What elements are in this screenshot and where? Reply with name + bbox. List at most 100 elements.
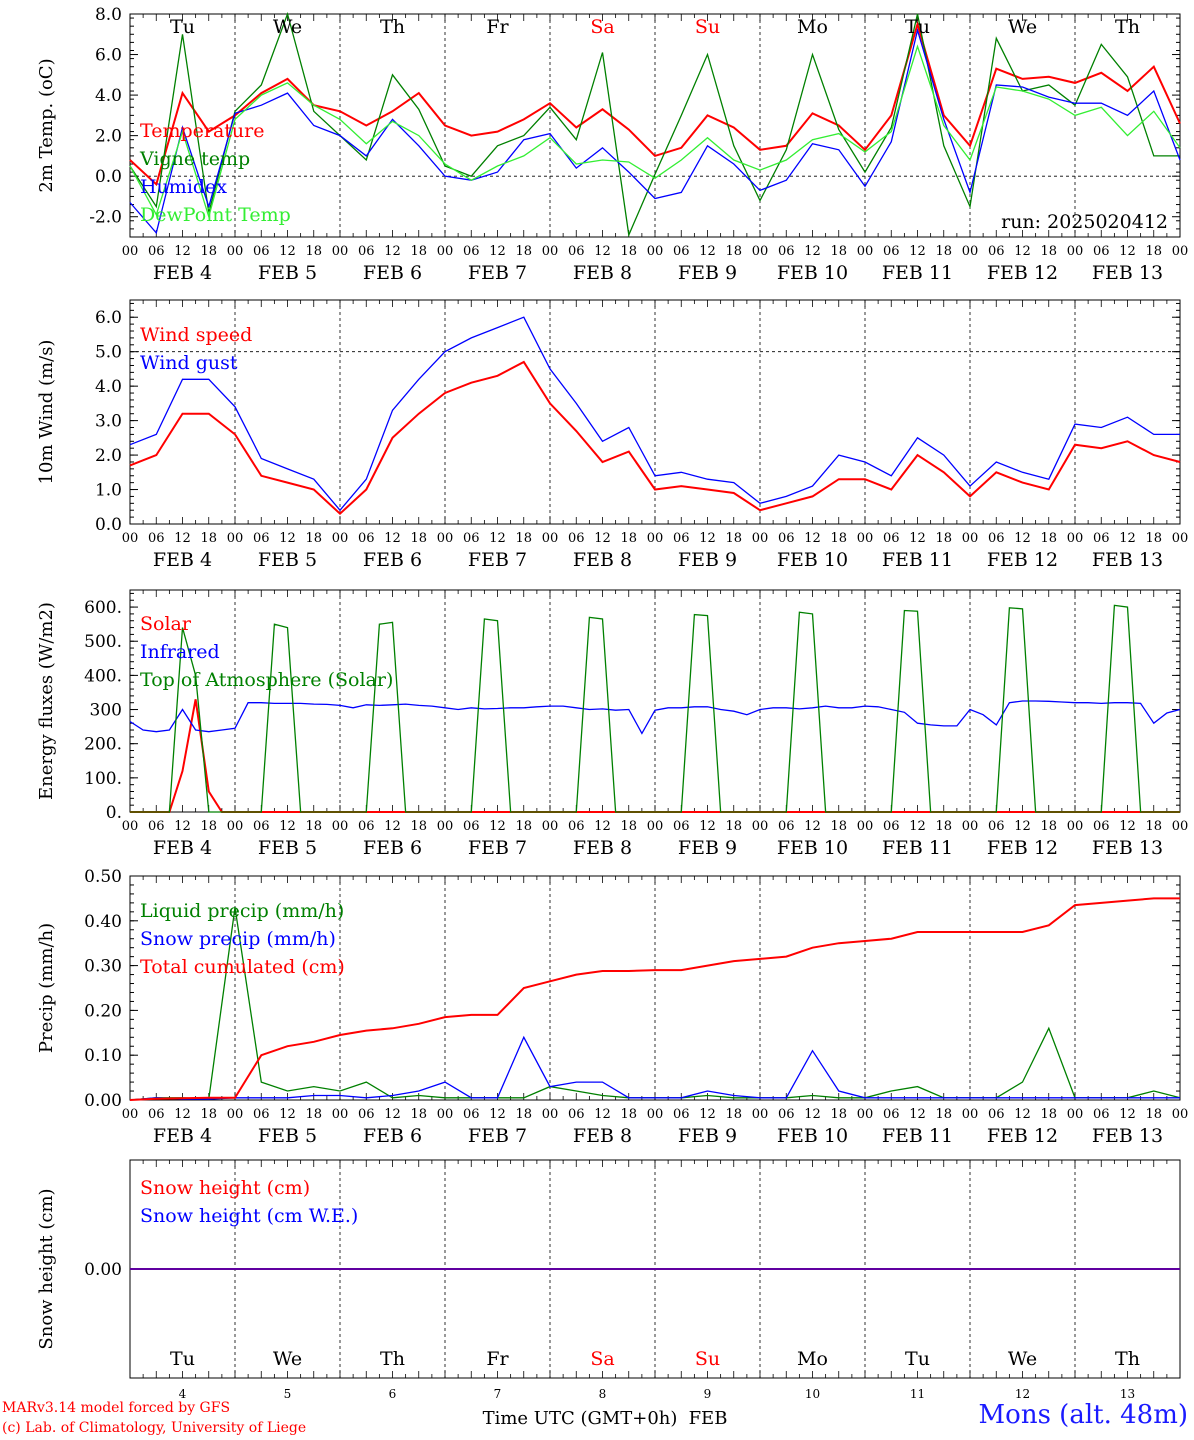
hour-tick-label: 12	[804, 531, 821, 546]
date-label: FEB 7	[468, 837, 527, 859]
hour-tick-label: 18	[1040, 1107, 1057, 1122]
hour-tick-label: 18	[830, 1107, 847, 1122]
hour-tick-label: 18	[305, 819, 322, 834]
y-tick-label: 8.0	[95, 5, 122, 25]
hour-tick-label: 18	[1145, 1107, 1162, 1122]
y-tick-label: 600.	[84, 598, 122, 618]
y-tick-label: 0.50	[84, 867, 122, 887]
hour-tick-label: 06	[463, 819, 480, 834]
hour-tick-label: 00	[542, 1107, 559, 1122]
hour-tick-label: 18	[515, 1107, 532, 1122]
hour-tick-label: 12	[909, 244, 926, 259]
hour-tick-label: 00	[752, 531, 769, 546]
hour-tick-label: 18	[1040, 244, 1057, 259]
hour-tick-label: 12	[489, 1107, 506, 1122]
date-label: FEB 8	[573, 262, 632, 284]
hour-tick-label: 12	[699, 1107, 716, 1122]
y-tick-label: 0.20	[84, 1001, 122, 1021]
lab-credit: (c) Lab. of Climatology, University of L…	[2, 1420, 307, 1436]
y-tick-label: 0.40	[84, 912, 122, 932]
hour-tick-label: 12	[384, 244, 401, 259]
hour-tick-label: 06	[253, 819, 270, 834]
hour-tick-label: 12	[174, 244, 191, 259]
legend-entry: Top of Atmosphere (Solar)	[140, 669, 393, 691]
hour-tick-label: 00	[752, 1107, 769, 1122]
legend-entry: Vigne temp	[139, 148, 250, 170]
hour-tick-label: 18	[620, 819, 637, 834]
hour-tick-label: 00	[542, 531, 559, 546]
hour-tick-label: 00	[437, 244, 454, 259]
hour-tick-label: 12	[1119, 531, 1136, 546]
series-line	[129, 20, 1181, 187]
date-label: FEB 9	[678, 549, 737, 571]
hour-tick-label: 00	[647, 244, 664, 259]
hour-tick-label: 06	[148, 1107, 165, 1122]
run-label: run: 2025020412	[1001, 211, 1168, 233]
hour-tick-label: 12	[699, 244, 716, 259]
hour-tick-label: 18	[935, 1107, 952, 1122]
weekday-label: We	[273, 1348, 302, 1370]
hour-tick-label: 12	[594, 244, 611, 259]
y-tick-label: 300	[90, 701, 122, 721]
y-tick-label: -2.0	[89, 208, 122, 228]
weekday-label: Su	[695, 16, 720, 38]
hour-tick-label: 12	[594, 531, 611, 546]
hour-tick-label: 12	[279, 819, 296, 834]
hour-tick-label: 18	[200, 1107, 217, 1122]
hour-tick-label: 18	[1040, 531, 1057, 546]
day-number-label: 10	[805, 1387, 820, 1401]
y-tick-label: 2.0	[95, 446, 122, 466]
y-axis-label: 2m Temp. (oC)	[36, 58, 57, 192]
hour-tick-label: 18	[725, 1107, 742, 1122]
chart-panel-2: 0.0 1.0 2.0 3.0 4.0 5.0 6.0 10m Wind (m/s) Wind …	[36, 299, 1188, 571]
hour-tick-label: 18	[410, 244, 427, 259]
hour-tick-label: 06	[1093, 531, 1110, 546]
y-tick-label: 0.30	[84, 957, 122, 977]
weekday-label: Sa	[590, 16, 614, 38]
station-name: Mons (alt. 48m)	[978, 1400, 1188, 1430]
date-label: FEB 5	[258, 1125, 317, 1147]
legend-entry: DewPoint Temp	[140, 204, 291, 226]
weekday-label: Tu	[905, 1348, 930, 1370]
weekday-label: Th	[380, 16, 405, 38]
weekday-label: Fr	[486, 16, 509, 38]
legend-entry: Snow height (cm)	[140, 1177, 310, 1199]
hour-tick-label: 00	[332, 244, 349, 259]
hour-tick-label: 18	[515, 244, 532, 259]
hour-tick-label: 12	[909, 531, 926, 546]
date-label: FEB 5	[258, 262, 317, 284]
hour-tick-label: 00	[1172, 1107, 1189, 1122]
hour-tick-label: 06	[883, 531, 900, 546]
hour-tick-label: 00	[227, 244, 244, 259]
hour-tick-label: 18	[725, 244, 742, 259]
y-tick-label: 6.0	[95, 308, 122, 328]
date-label: FEB 11	[882, 549, 953, 571]
series-line	[129, 27, 1181, 235]
hour-tick-label: 12	[279, 531, 296, 546]
hour-tick-label: 06	[568, 819, 585, 834]
hour-tick-label: 18	[620, 1107, 637, 1122]
hour-tick-label: 00	[227, 819, 244, 834]
date-label: FEB 4	[153, 262, 212, 284]
hour-tick-label: 06	[568, 531, 585, 546]
date-label: FEB 8	[573, 549, 632, 571]
weekday-label: Th	[1115, 1348, 1140, 1370]
date-label: FEB 6	[363, 1125, 422, 1147]
date-label: FEB 11	[882, 1125, 953, 1147]
series-line	[129, 700, 1181, 735]
series-line	[129, 316, 1180, 512]
series-line	[129, 360, 1181, 516]
hour-tick-label: 06	[358, 244, 375, 259]
y-tick-label: 4.0	[95, 377, 122, 397]
hour-tick-label: 06	[673, 819, 690, 834]
weekday-label: Fr	[486, 1348, 509, 1370]
hour-tick-label: 18	[305, 1107, 322, 1122]
y-tick-label: 3.0	[95, 412, 122, 432]
date-label: FEB 10	[777, 549, 848, 571]
hour-tick-label: 06	[673, 244, 690, 259]
hour-tick-label: 18	[830, 819, 847, 834]
hour-tick-label: 00	[962, 531, 979, 546]
hour-tick-label: 18	[935, 819, 952, 834]
y-tick-label: 1.0	[95, 481, 122, 501]
hour-tick-label: 18	[1145, 531, 1162, 546]
